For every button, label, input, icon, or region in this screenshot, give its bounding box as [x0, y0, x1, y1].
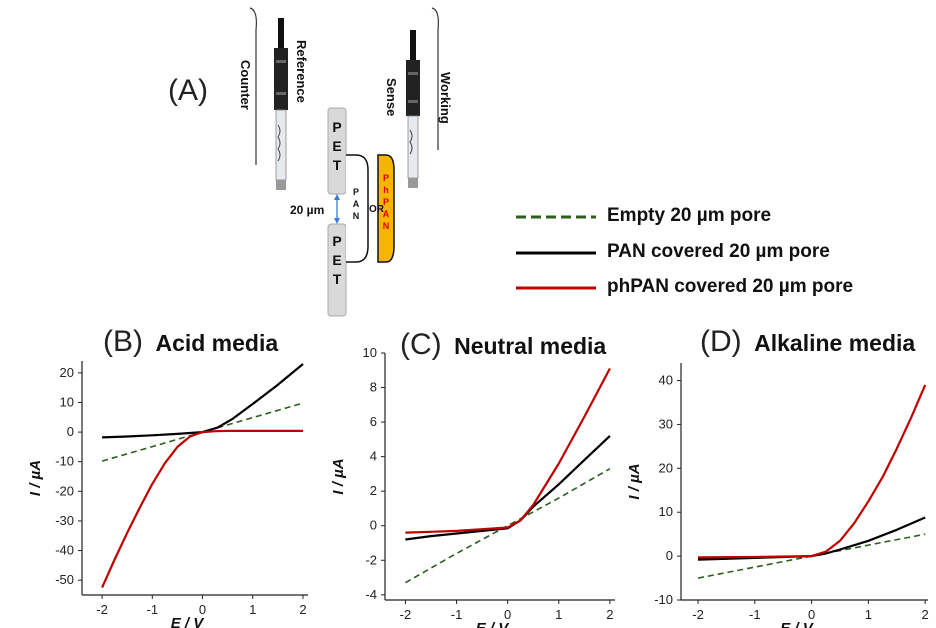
- panel-b-title: Acid media: [155, 330, 279, 356]
- panel-c-title: Neutral media: [454, 333, 607, 359]
- panel-d-label: (D): [700, 325, 742, 358]
- x-tick-label: 0: [199, 602, 206, 617]
- panel-a-label: (A): [168, 74, 208, 107]
- counter-wire: [249, 7, 257, 165]
- y-tick-label: 2: [370, 483, 377, 498]
- x-tick-label: -1: [451, 607, 463, 622]
- x-tick-label: 0: [808, 607, 815, 622]
- legend-item-phpan: phPAN covered 20 µm pore: [607, 276, 854, 297]
- or-label: OR: [369, 204, 384, 215]
- counter-label: Counter: [238, 60, 253, 110]
- y-tick-label: 0: [666, 548, 673, 563]
- x-tick-label: -2: [400, 607, 412, 622]
- y-axis-label: I / µA: [330, 458, 347, 494]
- working-wire: [431, 7, 439, 150]
- x-tick-label: 2: [299, 602, 306, 617]
- phpan-film: [377, 154, 395, 263]
- y-tick-label: -4: [365, 587, 377, 602]
- y-axis-label: I / µA: [626, 463, 643, 499]
- series-line: [405, 435, 611, 541]
- series-line: [697, 516, 926, 561]
- x-tick-label: -2: [96, 602, 108, 617]
- y-tick-label: 20: [659, 460, 673, 475]
- series-line: [405, 367, 611, 534]
- y-tick-label: 0: [67, 424, 74, 439]
- series-line: [101, 429, 303, 589]
- sense-electrode-icon: [406, 30, 420, 188]
- x-tick-label: -2: [692, 607, 704, 622]
- y-tick-label: 20: [60, 365, 74, 380]
- cell-schematic: [249, 7, 439, 317]
- y-tick-label: -30: [55, 513, 74, 528]
- panel-c-header: (C) Neutral media: [400, 328, 606, 362]
- panel-d-header: (D) Alkaline media: [700, 325, 915, 359]
- legend-item-empty: Empty 20 µm pore: [607, 205, 772, 226]
- reference-electrode-icon: [274, 18, 288, 190]
- sense-label: Sense: [384, 78, 399, 117]
- y-tick-label: 10: [60, 394, 74, 409]
- y-tick-label: 10: [363, 345, 377, 360]
- y-tick-label: 6: [370, 414, 377, 429]
- chart-neutral: -4 -2 0 2 4 6 8 10 -2 -1 0 1 2 E / V I / µA: [330, 345, 615, 628]
- x-axis-label: E / V: [171, 615, 206, 628]
- series-line: [697, 384, 927, 559]
- panel-d-title: Alkaline media: [754, 330, 916, 356]
- x-axis-label: E / V: [476, 620, 511, 628]
- series-line: [102, 363, 304, 439]
- y-tick-label: -50: [55, 572, 74, 587]
- pore-size-label: 20 µm: [290, 203, 325, 217]
- reference-label: Reference: [294, 40, 309, 103]
- panel-b-label: (B): [103, 325, 143, 358]
- series-line: [405, 468, 611, 584]
- panel-c-label: (C): [400, 328, 442, 361]
- y-axis-label: I / µA: [27, 460, 44, 496]
- x-axis-label: E / V: [780, 620, 815, 628]
- x-tick-label: 1: [249, 602, 256, 617]
- x-tick-label: 1: [555, 607, 562, 622]
- x-tick-label: 0: [504, 607, 511, 622]
- y-tick-label: -20: [55, 483, 74, 498]
- pan-film: [346, 154, 369, 263]
- y-tick-label: 8: [370, 380, 377, 395]
- y-tick-label: 30: [659, 416, 673, 431]
- y-tick-label: 10: [659, 504, 673, 519]
- y-tick-label: -2: [365, 552, 377, 567]
- x-tick-label: 2: [922, 607, 929, 622]
- y-tick-label: 4: [370, 449, 377, 464]
- y-tick-label: -40: [55, 543, 74, 558]
- y-tick-label: -10: [55, 454, 74, 469]
- working-label: Working: [438, 72, 453, 124]
- y-tick-label: 40: [659, 373, 673, 388]
- panel-b-header: (B) Acid media: [103, 325, 278, 359]
- x-tick-label: 1: [865, 607, 872, 622]
- x-tick-label: -1: [749, 607, 761, 622]
- legend-item-pan: PAN covered 20 µm pore: [607, 241, 830, 262]
- x-tick-label: -1: [147, 602, 159, 617]
- y-tick-label: -10: [654, 592, 673, 607]
- y-tick-label: 0: [370, 518, 377, 533]
- legend-lines: [516, 215, 596, 290]
- x-tick-label: 2: [606, 607, 613, 622]
